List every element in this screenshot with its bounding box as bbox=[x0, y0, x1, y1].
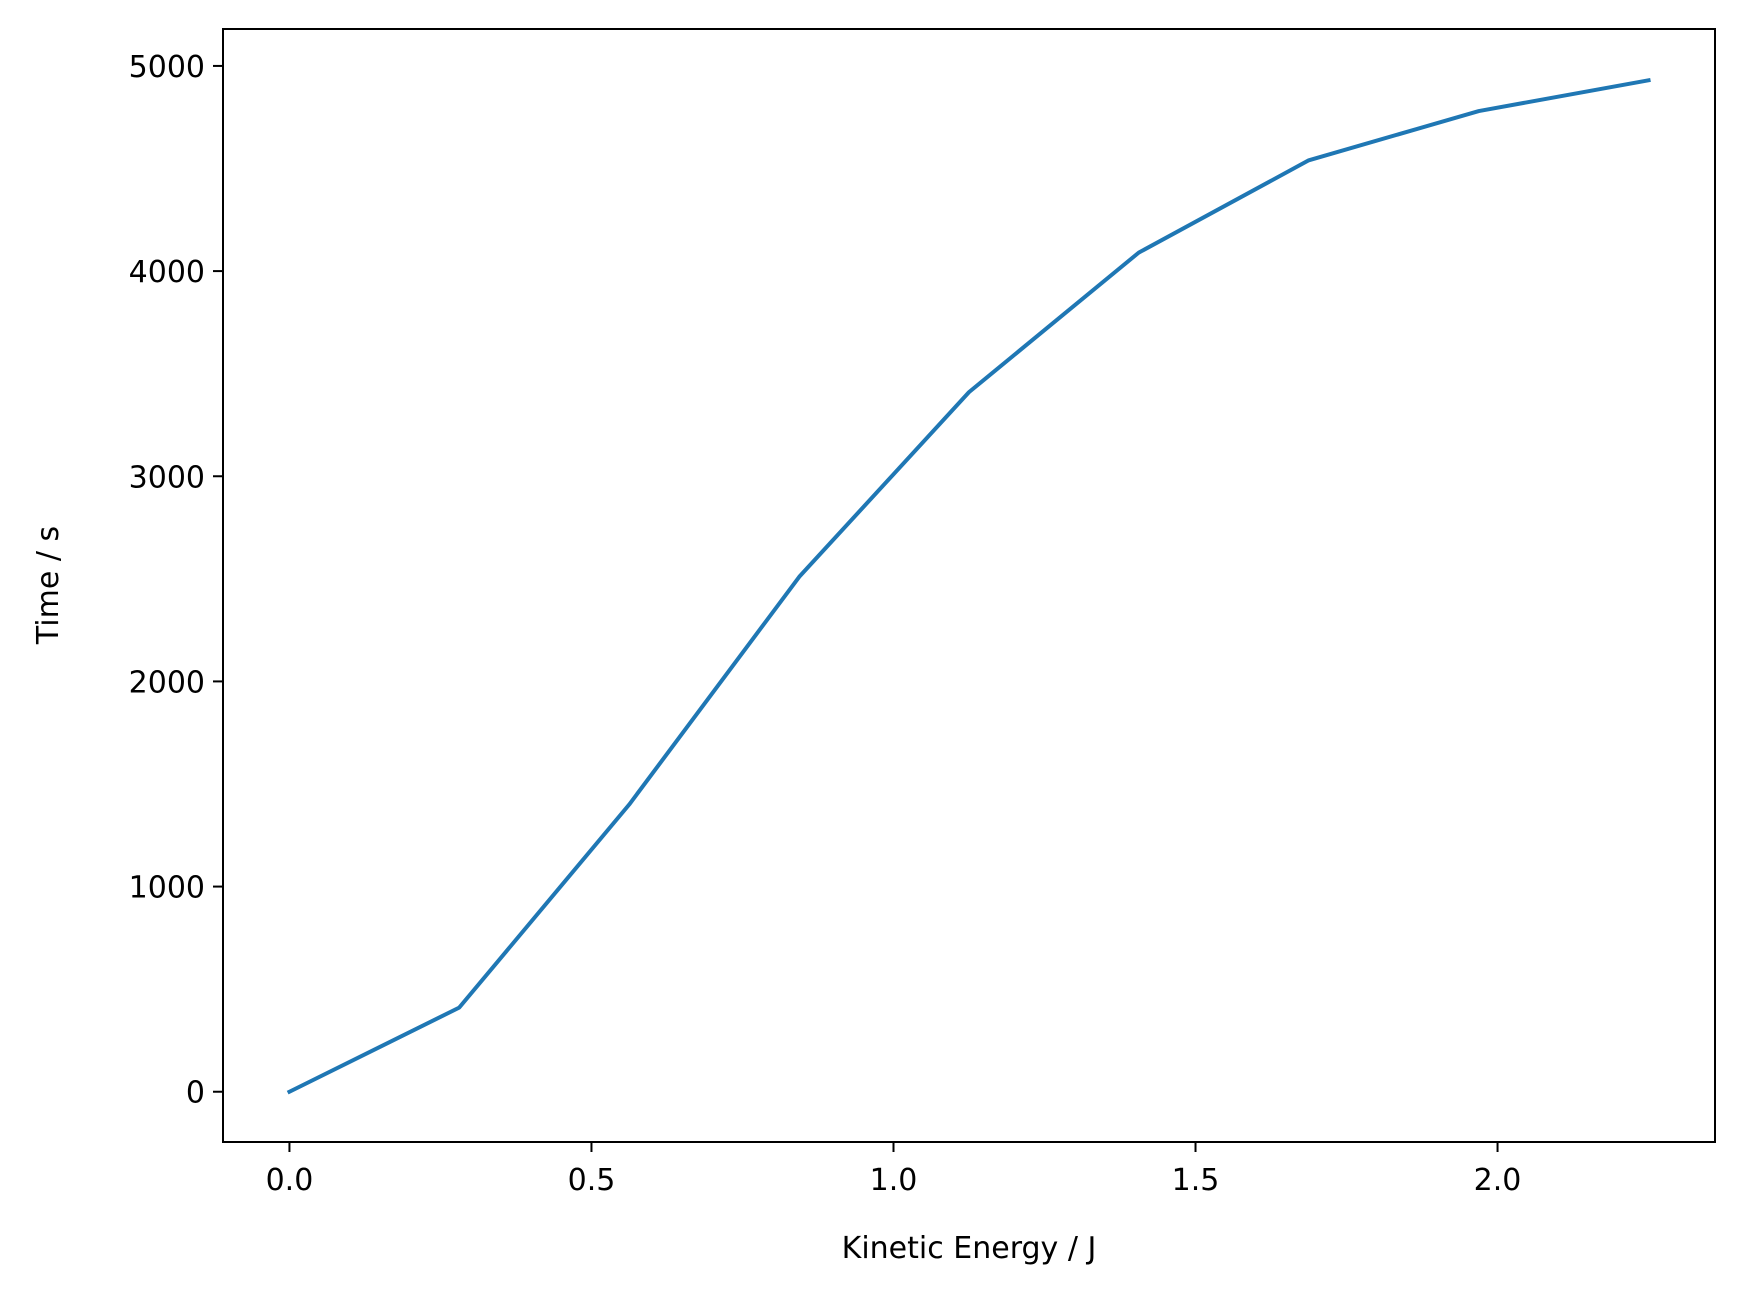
y-tick-label: 5000 bbox=[129, 50, 205, 85]
y-tick-label: 3000 bbox=[129, 460, 205, 495]
x-tick-label: 1.5 bbox=[1172, 1163, 1220, 1198]
x-axis-ticks: 0.0 0.5 1.0 1.5 2.0 bbox=[266, 1142, 1522, 1198]
y-axis-ticks: 0 1000 2000 3000 4000 5000 bbox=[129, 50, 223, 1111]
x-axis-label: Kinetic Energy / J bbox=[842, 1231, 1097, 1266]
y-tick-label: 2000 bbox=[129, 665, 205, 700]
y-tick-label: 4000 bbox=[129, 255, 205, 290]
series-line-0 bbox=[286, 77, 1651, 1095]
y-axis-label: Time / s bbox=[31, 526, 66, 645]
x-tick-label: 0.5 bbox=[568, 1163, 616, 1198]
x-tick-label: 0.0 bbox=[266, 1163, 314, 1198]
plot-area bbox=[223, 29, 1715, 1142]
plot-frame bbox=[222, 28, 1716, 1143]
x-tick-label: 1.0 bbox=[870, 1163, 918, 1198]
x-tick-label: 2.0 bbox=[1474, 1163, 1522, 1198]
y-tick-label: 0 bbox=[186, 1076, 205, 1111]
y-tick-label: 1000 bbox=[129, 871, 205, 906]
series-layer bbox=[286, 77, 1651, 1095]
